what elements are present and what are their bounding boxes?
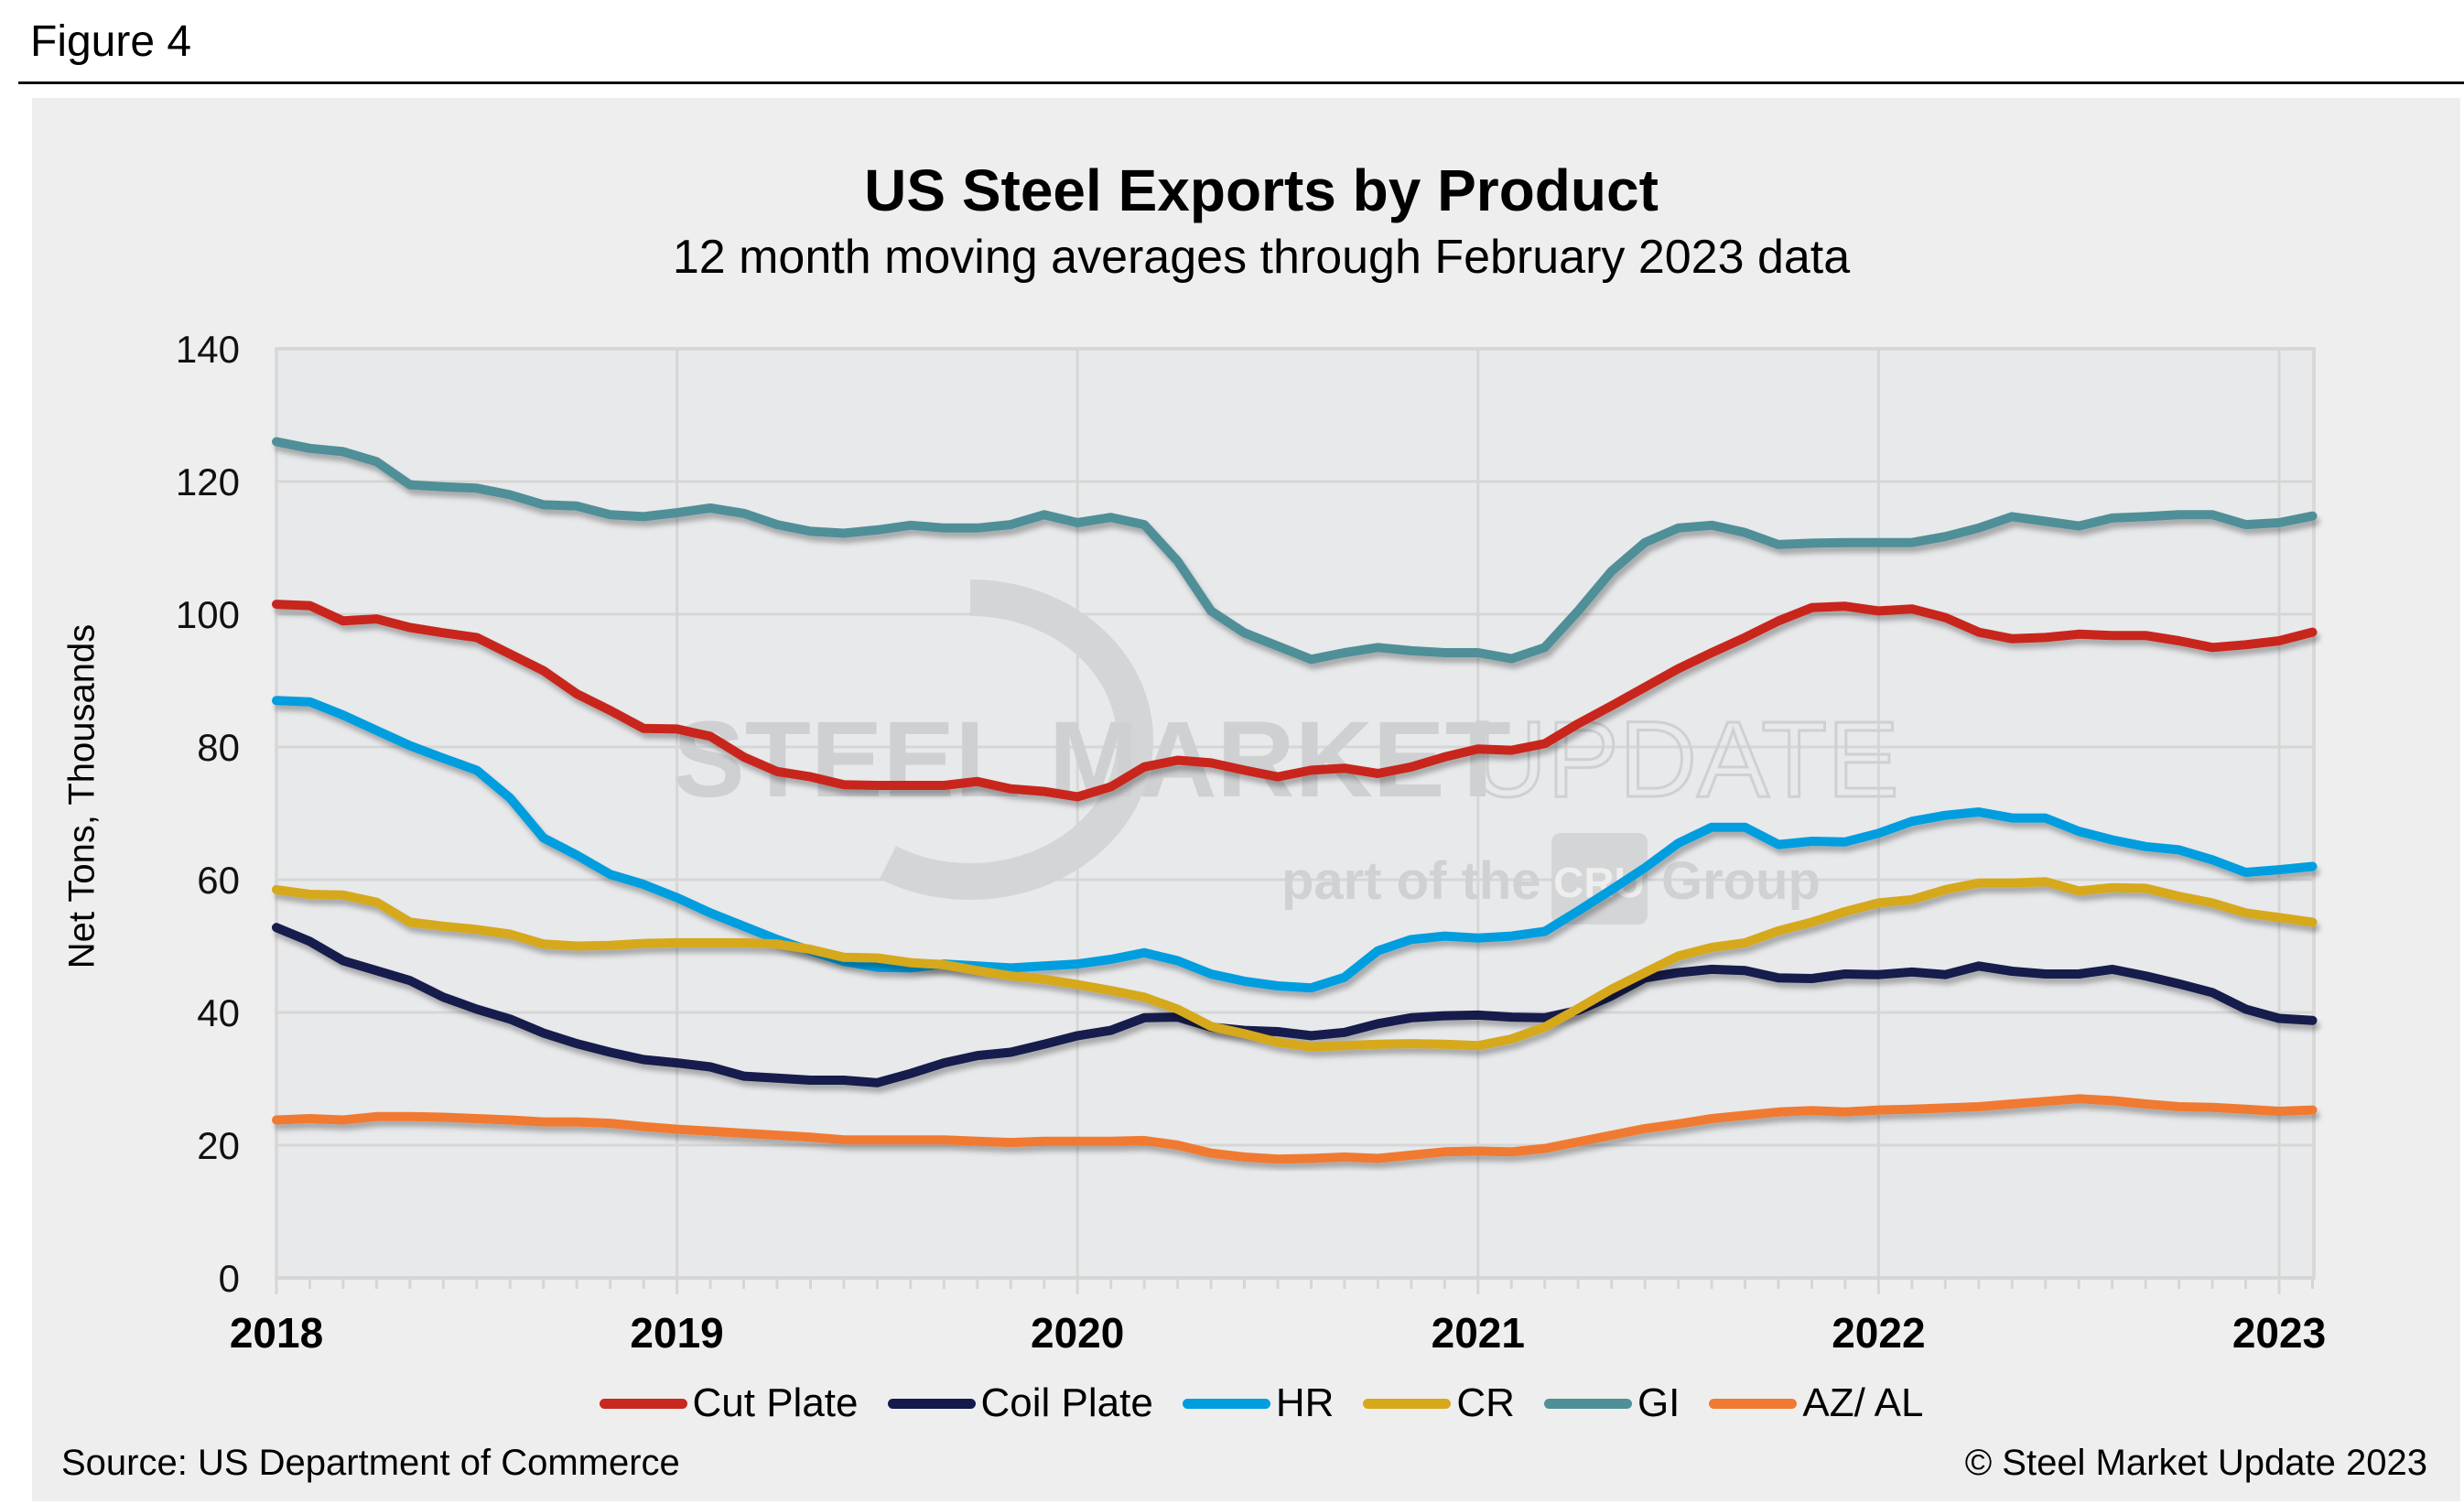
y-tick-label: 0 xyxy=(219,1257,240,1300)
legend-item: Cut Plate xyxy=(599,1380,859,1426)
y-axis-label: Net Tons, Thousands xyxy=(61,623,103,969)
series-line-gi xyxy=(272,437,2318,665)
watermark-brand: STEEL MARKET xyxy=(673,699,1511,820)
watermark-brand-light: UPDATE xyxy=(1469,699,1899,820)
copyright-note: © Steel Market Update 2023 xyxy=(1964,1443,2427,1483)
watermark-cru-logo xyxy=(1551,833,1648,925)
series-line-coil-plate xyxy=(272,923,2318,1087)
legend-item: AZ/ AL xyxy=(1709,1380,1923,1426)
x-tick-label: 2019 xyxy=(630,1309,723,1357)
y-tick-label: 100 xyxy=(176,593,240,636)
legend-label: GI xyxy=(1637,1380,1680,1425)
legend-swatch xyxy=(1543,1398,1632,1409)
legend-label: HR xyxy=(1275,1380,1335,1425)
watermark-swoosh xyxy=(787,579,1153,900)
source-note: Source: US Department of Commerce xyxy=(61,1443,680,1483)
series-line-cr xyxy=(272,877,2318,1052)
x-tick-label: 2020 xyxy=(1031,1309,1124,1357)
legend-swatch xyxy=(1363,1398,1452,1409)
x-tick-label: 2018 xyxy=(230,1309,323,1357)
legend-swatch xyxy=(887,1398,976,1409)
series-line-cut-plate xyxy=(272,600,2318,802)
legend-label: CR xyxy=(1456,1380,1515,1425)
y-tick-label: 80 xyxy=(197,726,240,769)
y-tick-label: 120 xyxy=(176,460,240,503)
legend-label: Cut Plate xyxy=(692,1380,859,1425)
chart-title: US Steel Exports by Product xyxy=(864,157,1659,223)
legend-item: GI xyxy=(1543,1380,1680,1426)
x-tick-label: 2023 xyxy=(2232,1309,2326,1357)
figure-divider xyxy=(18,81,2464,84)
series-lines xyxy=(272,437,2318,1164)
y-tick-label: 60 xyxy=(197,859,240,902)
legend-item: Coil Plate xyxy=(887,1380,1153,1426)
y-tick-label: 40 xyxy=(197,991,240,1034)
legend-swatch xyxy=(599,1398,687,1409)
legend-label: Coil Plate xyxy=(980,1380,1153,1425)
figure-label: Figure 4 xyxy=(30,17,192,66)
series-line-az-al xyxy=(272,1094,2318,1164)
legend: Cut Plate Coil Plate HR CR GI AZ/ AL xyxy=(0,1380,2464,1426)
x-tick-label: 2022 xyxy=(1832,1309,1925,1357)
watermark-tagline: part of the xyxy=(1281,851,1541,911)
legend-item: CR xyxy=(1363,1380,1515,1426)
series-line-hr xyxy=(272,696,2318,993)
y-tick-label: 20 xyxy=(197,1124,240,1167)
y-tick-label: 140 xyxy=(176,328,240,371)
y-axis-ticks: 0 20 40 60 80 100 120 140 xyxy=(176,328,240,1300)
legend-swatch xyxy=(1182,1398,1270,1409)
watermark-group: Group xyxy=(1661,851,1821,911)
legend-item: HR xyxy=(1182,1380,1335,1426)
legend-label: AZ/ AL xyxy=(1802,1380,1924,1425)
x-tick-label: 2021 xyxy=(1432,1309,1525,1357)
legend-swatch xyxy=(1709,1398,1798,1409)
x-axis-ticks: 2018 2019 2020 2021 2022 2023 xyxy=(230,1278,2326,1357)
chart-subtitle: 12 month moving averages through Februar… xyxy=(672,231,1851,284)
